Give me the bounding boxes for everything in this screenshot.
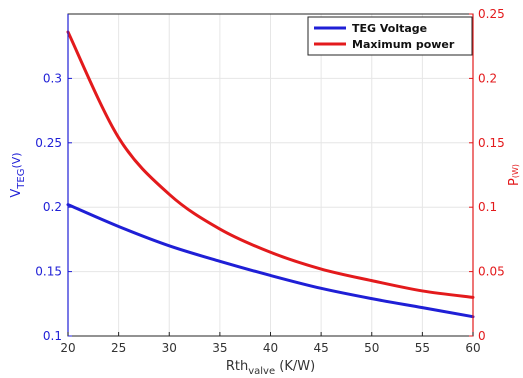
legend-box — [307, 16, 473, 56]
x-tick-label: 45 — [313, 341, 328, 355]
left-y-axis-label-unit: (V) — [10, 152, 23, 168]
right-y-axis-label-unit: (W) — [511, 164, 520, 178]
x-tick-label: 50 — [364, 341, 379, 355]
series-layer — [66, 30, 475, 319]
legend-label-teg-voltage: TEG Voltage — [352, 22, 427, 35]
x-tick-label: 20 — [60, 341, 75, 355]
right-y-tick-label: 0.15 — [478, 136, 505, 150]
x-tick-label: 40 — [263, 341, 278, 355]
legend-items: TEG Voltage Maximum power — [314, 22, 455, 51]
left-y-tick-label: 0.15 — [35, 265, 62, 279]
left-y-tick-label: 0.2 — [43, 200, 62, 214]
right-y-tick-label: 0.05 — [478, 265, 505, 279]
left-y-axis-label-main: V — [9, 189, 24, 198]
right-y-axis-label: P(W) — [507, 164, 522, 186]
right-y-tick-label: 0 — [478, 329, 486, 343]
series-line-teg-voltage — [66, 203, 475, 319]
left-y-tick-label: 0.25 — [35, 136, 62, 150]
legend-label-maximum-power: Maximum power — [352, 38, 455, 51]
x-axis-label-unit: (K/W) — [275, 359, 315, 374]
series-line-maximum-power — [66, 30, 475, 299]
x-tick-label: 25 — [111, 341, 126, 355]
right-y-tick-label: 0.25 — [478, 7, 505, 21]
right-y-axis-label-main: P — [507, 178, 522, 186]
x-tick-label: 60 — [465, 341, 480, 355]
x-tick-label: 35 — [212, 341, 227, 355]
left-y-tick-label: 0.3 — [43, 71, 62, 85]
x-axis-label: Rthvalve (K/W) — [226, 359, 315, 377]
legend: TEG Voltage Maximum power — [307, 16, 473, 56]
left-y-axis-label: VTEG(V) — [9, 152, 27, 197]
left-y-axis-label-sub: TEG — [16, 169, 27, 190]
right-y-tick-label: 0.1 — [478, 200, 497, 214]
x-tick-label: 55 — [415, 341, 430, 355]
x-axis-label-main: Rth — [226, 359, 248, 374]
x-tick-label: 30 — [162, 341, 177, 355]
left-y-tick-label: 0.1 — [43, 329, 62, 343]
axes-layer: 20 25 30 35 40 45 50 55 60 0.1 0.15 0.2 0.25 0.3 0 0.05… — [35, 7, 504, 355]
right-y-tick-label: 0.2 — [478, 71, 497, 85]
x-axis-label-sub: valve — [248, 366, 275, 377]
